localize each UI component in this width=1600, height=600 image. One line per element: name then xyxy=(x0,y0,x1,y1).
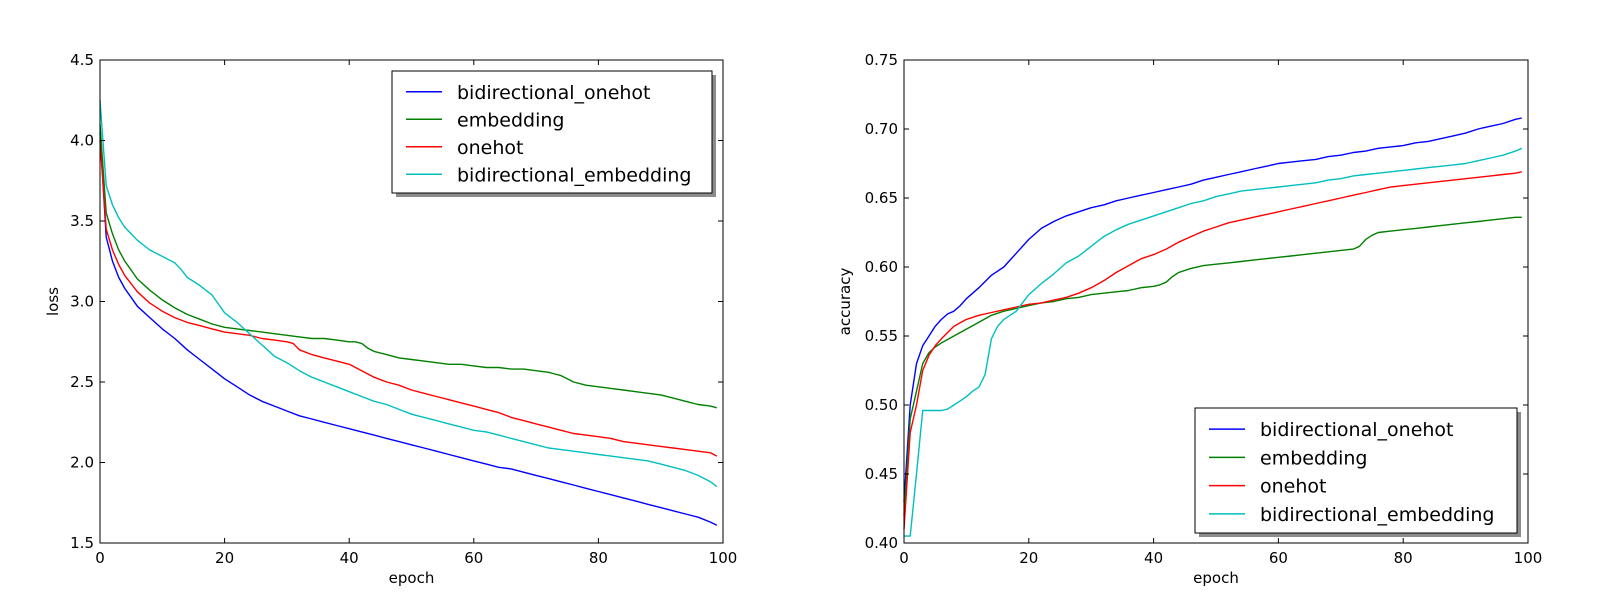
x-tick-label: 40 xyxy=(1144,549,1163,567)
y-tick-label: 4.5 xyxy=(70,51,94,69)
series-line-bidirectional-embedding xyxy=(99,100,718,488)
legend-label-embedding: embedding xyxy=(1260,447,1367,469)
legend: bidirectional_onehot embedding onehot bidir… xyxy=(391,70,716,197)
y-tick-label: 0.50 xyxy=(865,396,898,414)
x-tick-label: 80 xyxy=(1394,549,1413,567)
series-line-onehot xyxy=(903,171,1522,530)
legend-label-bidirectional-embedding: bidirectional_embedding xyxy=(457,164,691,186)
chart-1: 0 20 40 60 80 100 1.5 2.0 2.5 3.0 3.5 4.0 4.5 epoch lo… xyxy=(44,51,737,587)
series-line-bidirectional-onehot xyxy=(903,117,1522,502)
legend-label-onehot: onehot xyxy=(457,137,523,159)
series-line-bidirectional-onehot xyxy=(99,132,718,526)
y-tick-label: 0.60 xyxy=(865,258,898,276)
series-line-embedding xyxy=(903,216,1522,516)
legend-label-onehot: onehot xyxy=(1260,476,1326,498)
y-axis-label: accuracy xyxy=(836,268,854,336)
y-tick-label: 3.0 xyxy=(70,293,94,311)
series-line-embedding xyxy=(99,124,717,409)
legend-box xyxy=(391,70,713,194)
x-axis-label: epoch xyxy=(389,569,435,587)
y-tick-label: 2.0 xyxy=(70,454,94,472)
x-tick-label: 40 xyxy=(340,549,359,567)
y-tick-label: 0.70 xyxy=(865,120,898,138)
y-axis-label: loss xyxy=(44,287,62,316)
y-tick-label: 0.65 xyxy=(865,189,898,207)
legend-label-embedding: embedding xyxy=(457,109,564,131)
x-tick-label: 0 xyxy=(899,549,909,567)
x-tick-label: 100 xyxy=(1514,549,1543,567)
legend: bidirectional_onehot embedding onehot bidir… xyxy=(1194,407,1521,537)
y-tick-label: 3.5 xyxy=(70,212,94,230)
x-axis-label: epoch xyxy=(1193,569,1239,587)
legend-box xyxy=(1194,407,1518,534)
series-line-onehot xyxy=(99,140,718,457)
x-tick-label: 100 xyxy=(709,549,738,567)
y-tick-label: 0.45 xyxy=(865,465,898,483)
legend-label-bidirectional-onehot: bidirectional_onehot xyxy=(457,82,651,104)
chart-2: 0 20 40 60 80 100 0.40 0.45 0.50 0.55 0.60 0.65 0.70… xyxy=(836,51,1542,587)
x-tick-label: 80 xyxy=(589,549,608,567)
y-tick-label: 1.5 xyxy=(70,534,94,552)
y-tick-label: 2.5 xyxy=(70,373,94,391)
x-tick-label: 0 xyxy=(95,549,105,567)
x-tick-label: 20 xyxy=(215,549,234,567)
series-group xyxy=(903,117,1523,537)
y-tick-label: 0.75 xyxy=(865,51,898,69)
legend-label-bidirectional-embedding: bidirectional_embedding xyxy=(1260,504,1494,526)
y-tick-label: 0.40 xyxy=(865,534,898,552)
x-tick-label: 20 xyxy=(1019,549,1038,567)
series-line-bidirectional-embedding xyxy=(904,147,1523,537)
series-group xyxy=(99,100,718,526)
y-tick-label: 0.55 xyxy=(865,327,898,345)
legend-label-bidirectional-onehot: bidirectional_onehot xyxy=(1260,419,1454,441)
plot-frame xyxy=(903,59,1529,544)
x-tick-label: 60 xyxy=(1269,549,1288,567)
x-tick-label: 60 xyxy=(464,549,483,567)
y-tick-label: 4.0 xyxy=(70,132,94,150)
